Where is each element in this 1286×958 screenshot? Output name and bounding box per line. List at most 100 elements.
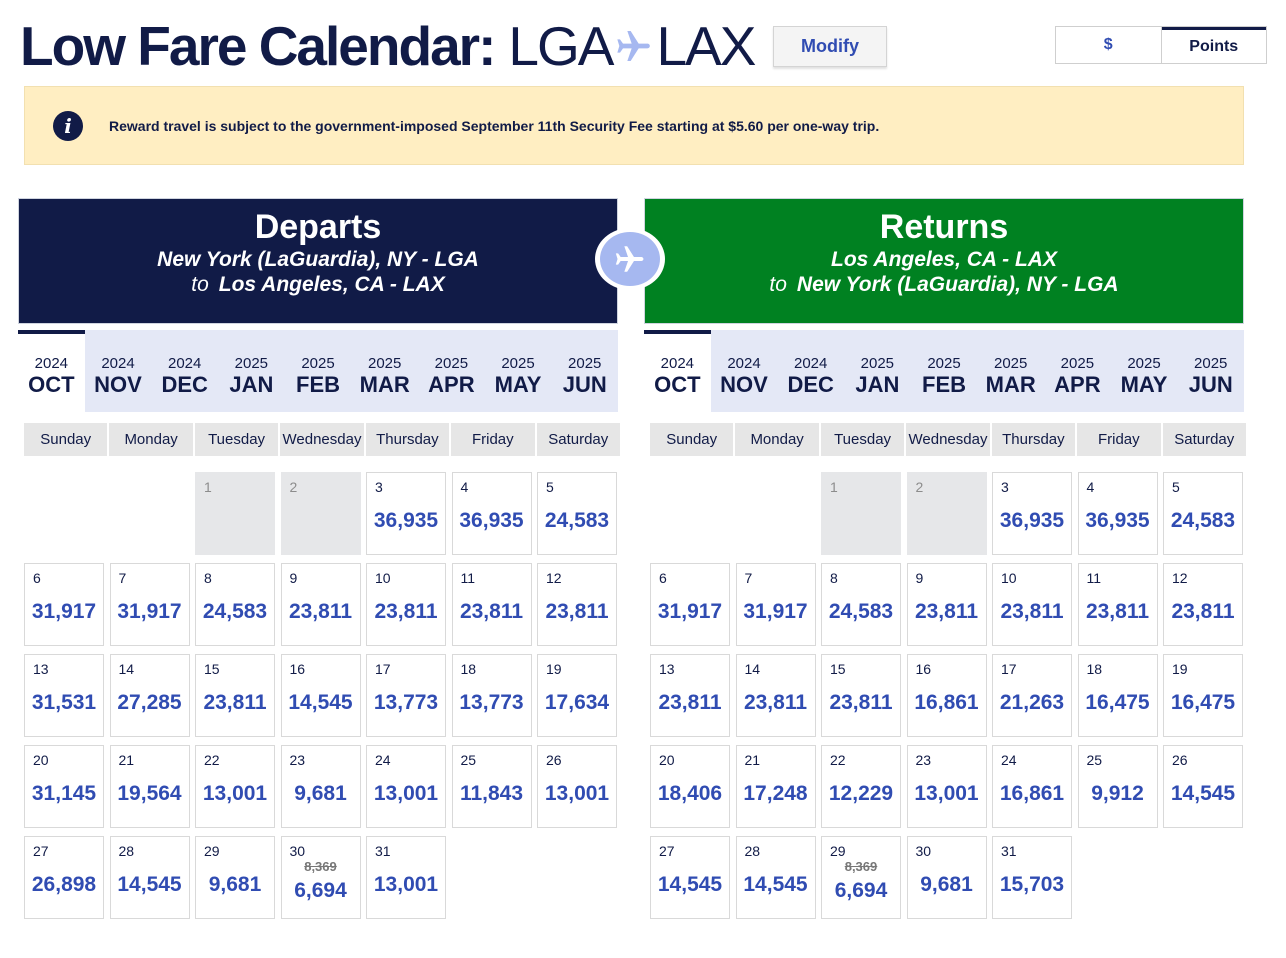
calendar-day[interactable]: 15 23,811 — [195, 654, 275, 737]
day-number: 3 — [375, 479, 383, 495]
calendar-day[interactable]: 14 27,285 — [109, 654, 190, 737]
month-tab-jun[interactable]: 2025 JUN — [1177, 330, 1244, 412]
calendar-day[interactable]: 11 23,811 — [1077, 563, 1158, 646]
calendar-day[interactable]: 26 13,001 — [537, 745, 617, 828]
calendar-day[interactable]: 9 23,811 — [280, 563, 361, 646]
month-tab-oct[interactable]: 2024 OCT — [18, 330, 85, 412]
calendar-day[interactable]: 29 9,681 — [195, 836, 275, 919]
calendar-day[interactable]: 16 16,861 — [906, 654, 987, 737]
fare-points: 13,001 — [373, 782, 439, 805]
calendar-day[interactable]: 11 23,811 — [451, 563, 532, 646]
calendar-day[interactable]: 22 12,229 — [821, 745, 901, 828]
month-tab-may[interactable]: 2025 MAY — [485, 330, 552, 412]
calendar-day[interactable]: 19 17,634 — [537, 654, 617, 737]
calendar-day[interactable]: 27 14,545 — [650, 836, 730, 919]
month-name: JUN — [1188, 371, 1233, 397]
calendar-day[interactable]: 6 31,917 — [24, 563, 104, 646]
calendar-day[interactable]: 5 24,583 — [1163, 472, 1243, 555]
calendar-day[interactable]: 26 14,545 — [1163, 745, 1243, 828]
calendar-day[interactable]: 28 14,545 — [735, 836, 816, 919]
calendar-day[interactable]: 10 23,811 — [366, 563, 446, 646]
original-fare: 8,369 — [844, 859, 878, 874]
day-number: 25 — [1086, 752, 1103, 768]
calendar-day[interactable]: 14 23,811 — [735, 654, 816, 737]
calendar-day[interactable]: 17 21,263 — [992, 654, 1072, 737]
calendar-day[interactable]: 10 23,811 — [992, 563, 1072, 646]
calendar-day[interactable]: 17 13,773 — [366, 654, 446, 737]
calendar-day[interactable]: 21 17,248 — [735, 745, 816, 828]
calendar-day[interactable]: 15 23,811 — [821, 654, 901, 737]
calendar-day[interactable]: 30 8,369 6,694 — [280, 836, 361, 919]
month-tab-may[interactable]: 2025 MAY — [1111, 330, 1178, 412]
month-tab-jan[interactable]: 2025 JAN — [844, 330, 911, 412]
calendar-day[interactable]: 23 9,681 — [280, 745, 361, 828]
month-tab-apr[interactable]: 2025 APR — [418, 330, 485, 412]
calendar-day[interactable]: 7 31,917 — [109, 563, 190, 646]
calendar-day[interactable]: 30 9,681 — [906, 836, 987, 919]
modify-button[interactable]: Modify — [773, 26, 887, 67]
month-year: 2025 — [501, 354, 535, 372]
weekday-header: Sunday Monday Tuesday Wednesday Thursday Frid… — [24, 423, 620, 456]
calendar-day[interactable]: 24 16,861 — [992, 745, 1072, 828]
month-tab-apr[interactable]: 2025 APR — [1044, 330, 1111, 412]
calendar-day[interactable]: 25 9,912 — [1077, 745, 1158, 828]
month-tab-jun[interactable]: 2025 JUN — [551, 330, 618, 412]
calendar-day[interactable]: 4 36,935 — [1077, 472, 1158, 555]
fare-points: 24,583 — [544, 509, 610, 532]
calendar-day[interactable]: 18 13,773 — [451, 654, 532, 737]
airplane-icon — [615, 246, 644, 272]
month-tab-mar[interactable]: 2025 MAR — [351, 330, 418, 412]
calendar-day[interactable]: 12 23,811 — [1163, 563, 1243, 646]
calendar-day[interactable]: 20 31,145 — [24, 745, 104, 828]
day-number: 21 — [744, 752, 761, 768]
calendar-day[interactable]: 18 16,475 — [1077, 654, 1158, 737]
month-tab-nov[interactable]: 2024 NOV — [711, 330, 778, 412]
calendar-day[interactable]: 7 31,917 — [735, 563, 816, 646]
month-tab-dec[interactable]: 2024 DEC — [777, 330, 844, 412]
calendar-day[interactable]: 27 26,898 — [24, 836, 104, 919]
calendar-day[interactable]: 31 13,001 — [366, 836, 446, 919]
day-number: 9 — [289, 570, 298, 586]
month-selector: 2024 OCT 2024 NOV 2024 DEC 2025 JAN 2025 FEB 2025 M… — [644, 330, 1244, 412]
day-number: 13 — [33, 661, 49, 677]
month-tab-nov[interactable]: 2024 NOV — [85, 330, 152, 412]
calendar-day[interactable]: 31 15,703 — [992, 836, 1072, 919]
calendar-day[interactable]: 13 23,811 — [650, 654, 730, 737]
month-tab-feb[interactable]: 2025 FEB — [285, 330, 352, 412]
calendar-day[interactable]: 28 14,545 — [109, 836, 190, 919]
calendar-day[interactable]: 4 36,935 — [451, 472, 532, 555]
calendar-day[interactable]: 12 23,811 — [537, 563, 617, 646]
month-name: OCT — [654, 371, 701, 397]
calendar-day[interactable]: 23 13,001 — [906, 745, 987, 828]
month-tab-mar[interactable]: 2025 MAR — [977, 330, 1044, 412]
calendar-day[interactable]: 25 11,843 — [451, 745, 532, 828]
calendar-day[interactable]: 20 18,406 — [650, 745, 730, 828]
calendar-day[interactable]: 6 31,917 — [650, 563, 730, 646]
calendar-day[interactable]: 8 24,583 — [195, 563, 275, 646]
calendar-day[interactable]: 29 8,369 6,694 — [821, 836, 901, 919]
notice-text: Reward travel is subject to the governme… — [109, 117, 880, 134]
month-name: DEC — [161, 371, 208, 397]
day-number: 19 — [1172, 661, 1188, 677]
calendar-day[interactable]: 13 31,531 — [24, 654, 104, 737]
calendar-day[interactable]: 3 36,935 — [992, 472, 1072, 555]
month-tab-feb[interactable]: 2025 FEB — [911, 330, 978, 412]
calendar-day[interactable]: 8 24,583 — [821, 563, 901, 646]
calendar-day[interactable]: 22 13,001 — [195, 745, 275, 828]
currency-option-dollars[interactable]: $ — [1056, 27, 1162, 63]
calendar-day[interactable]: 5 24,583 — [537, 472, 617, 555]
calendar-day[interactable]: 16 14,545 — [280, 654, 361, 737]
day-number: 25 — [460, 752, 477, 768]
month-tab-oct[interactable]: 2024 OCT — [644, 330, 711, 412]
calendar-day[interactable]: 24 13,001 — [366, 745, 446, 828]
month-name: OCT — [28, 371, 75, 397]
calendar-day[interactable]: 9 23,811 — [906, 563, 987, 646]
calendar-day[interactable]: 21 19,564 — [109, 745, 190, 828]
calendar-day[interactable]: 3 36,935 — [366, 472, 446, 555]
currency-option-points[interactable]: Points — [1161, 27, 1266, 63]
destination-code: LAX — [656, 15, 756, 77]
month-tab-jan[interactable]: 2025 JAN — [218, 330, 285, 412]
month-tab-dec[interactable]: 2024 DEC — [151, 330, 218, 412]
weekday-wednesday: Wednesday — [906, 423, 990, 456]
calendar-day[interactable]: 19 16,475 — [1163, 654, 1243, 737]
